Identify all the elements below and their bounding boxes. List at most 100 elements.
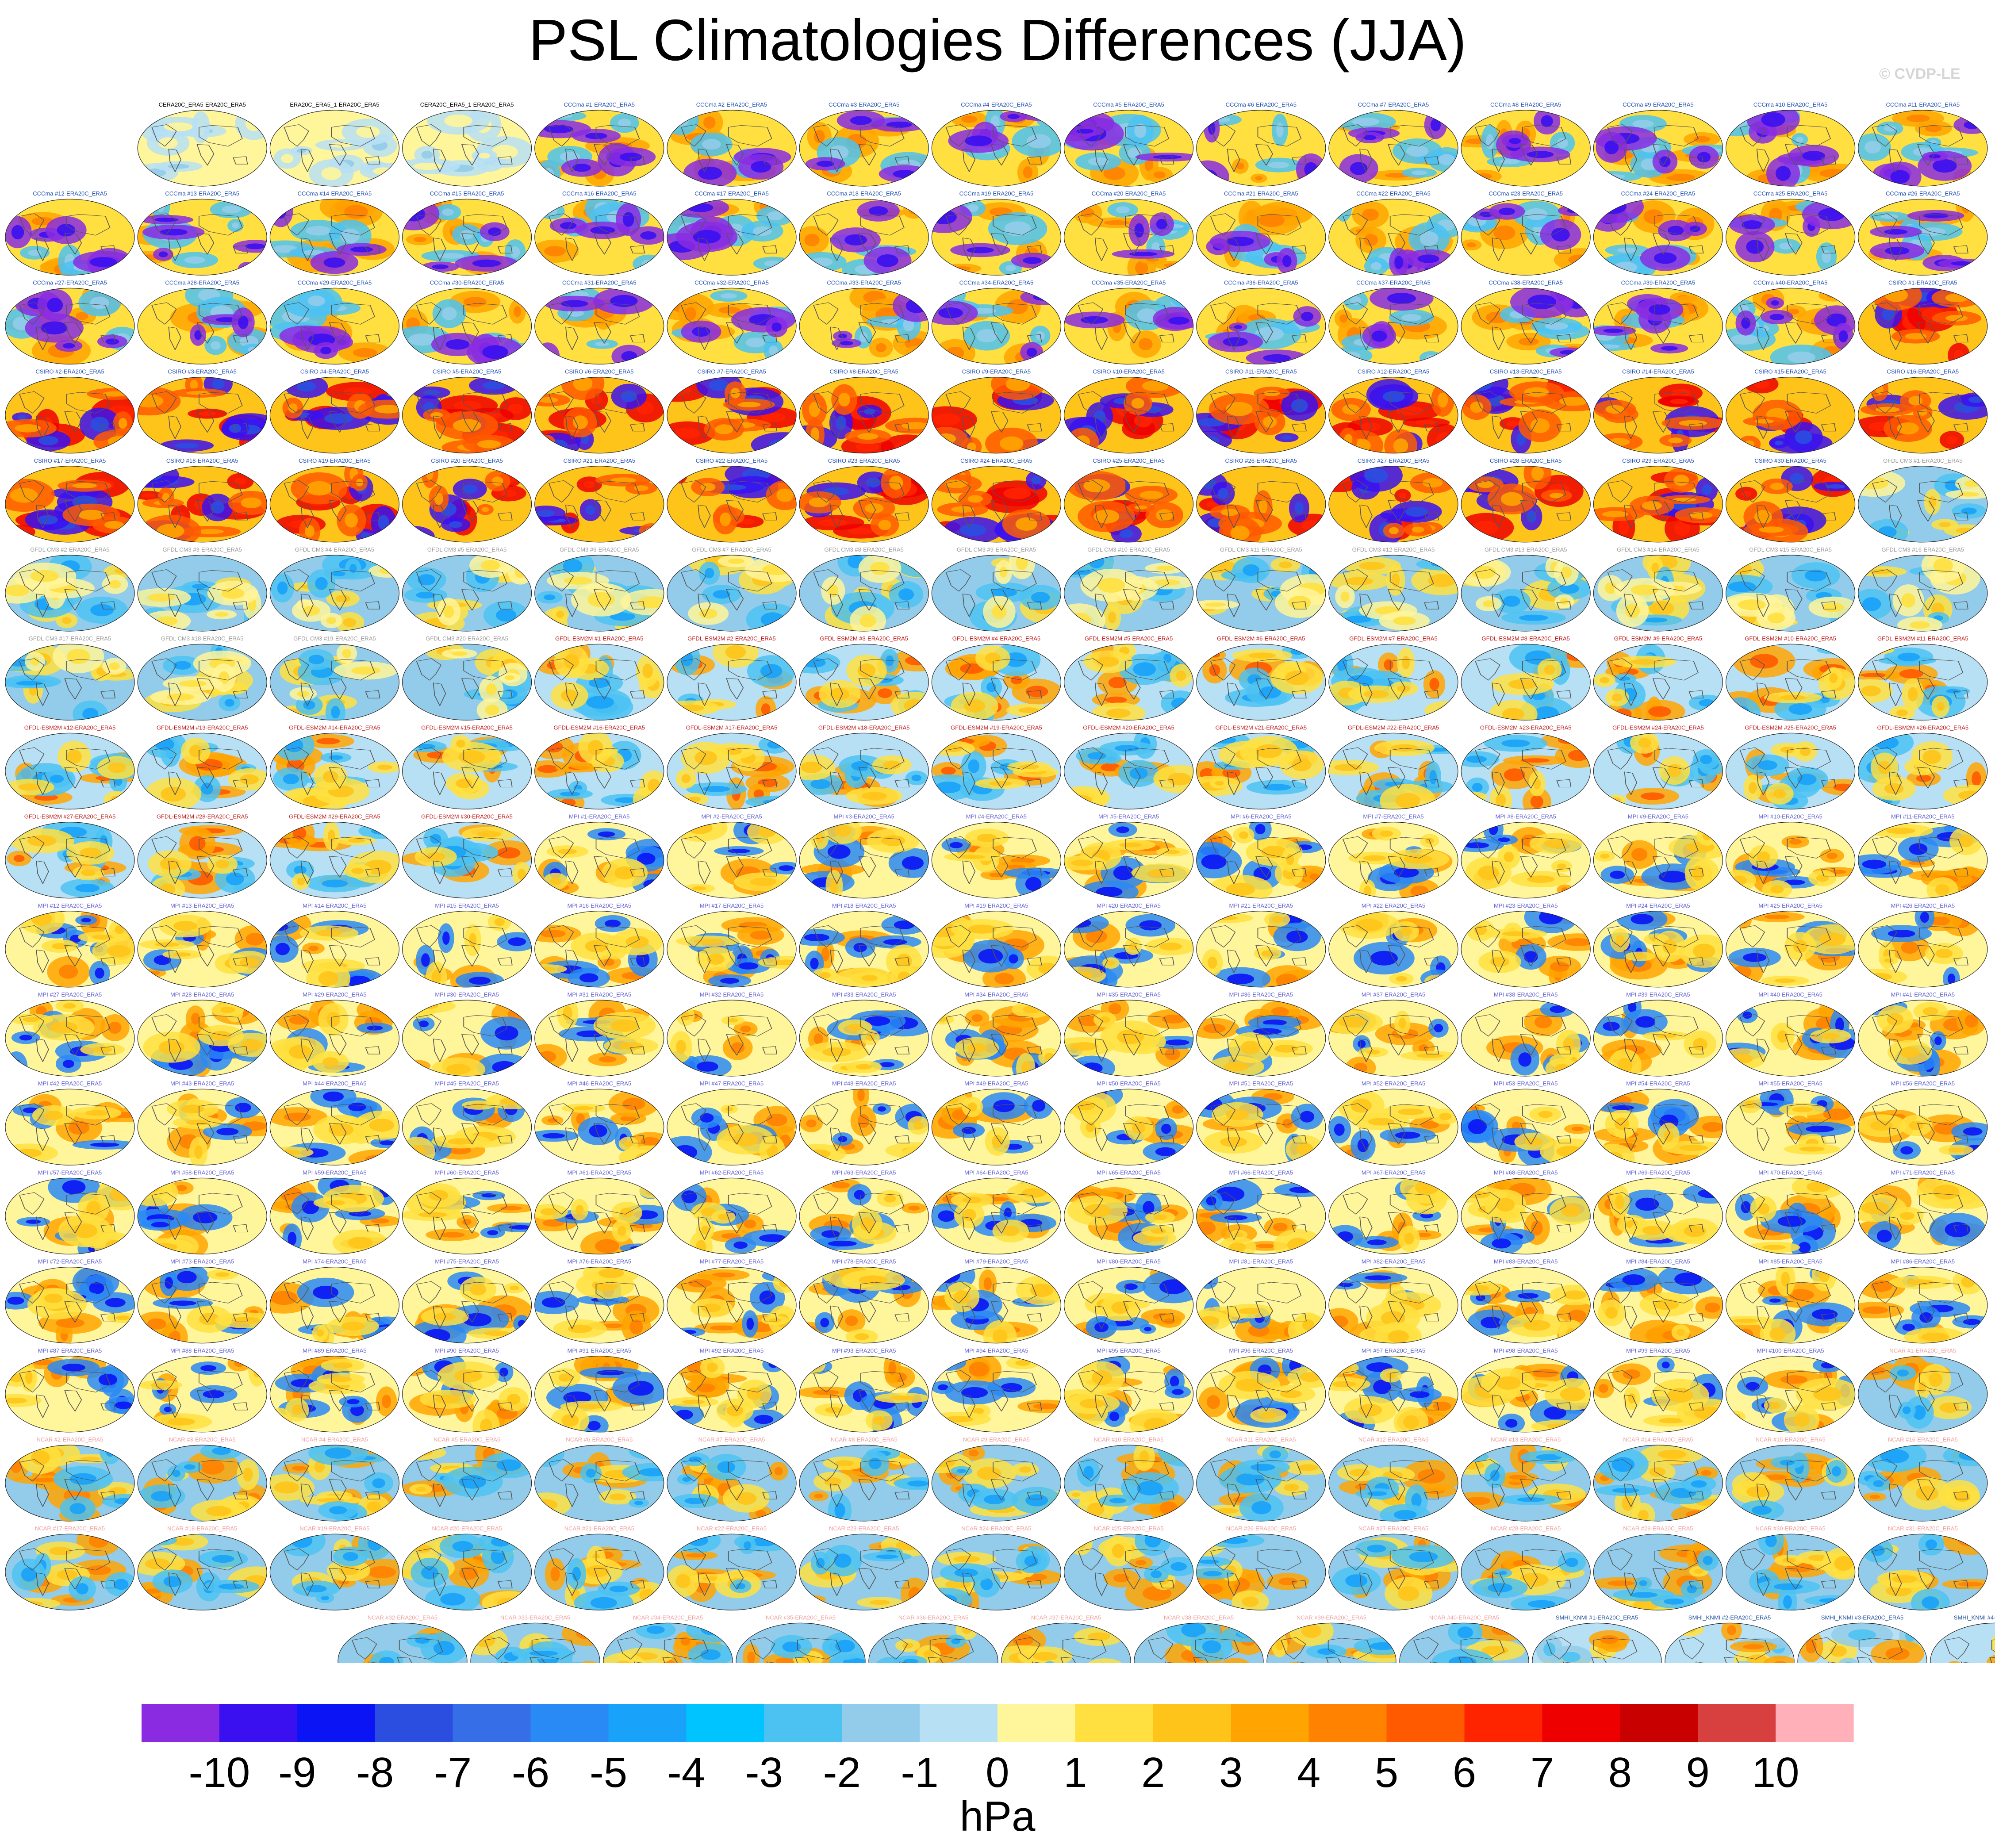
panel-title: CSIRO #22-ERA20C_ERA5	[696, 457, 768, 464]
map-panel: MPI #63-ERA20C_ERA5	[799, 1169, 929, 1254]
map-panel: MPI #51-ERA20C_ERA5	[1196, 1080, 1326, 1166]
panel-title: GFDL-ESM2M #21-ERA20C_ERA5	[1215, 724, 1307, 731]
panel-title: MPI #61-ERA20C_ERA5	[568, 1169, 632, 1176]
panel-title: MPI #69-ERA20C_ERA5	[1626, 1169, 1690, 1176]
map-panel: CSIRO #19-ERA20C_ERA5	[269, 457, 400, 543]
panel-title: GFDL-ESM2M #27-ERA20C_ERA5	[24, 813, 116, 820]
colorbar-tick-label: 8	[1608, 1749, 1632, 1796]
map-panel: CSIRO #22-ERA20C_ERA5	[667, 457, 797, 543]
panel-title: MPI #22-ERA20C_ERA5	[1362, 902, 1426, 909]
map-panel: NCAR #15-ERA20C_ERA5	[1726, 1436, 1856, 1522]
panel-title: CCCma #31-ERA20C_ERA5	[562, 279, 637, 286]
map-panel: CCCma #18-ERA20C_ERA5	[799, 190, 929, 276]
panel-title: GFDL-ESM2M #11-ERA20C_ERA5	[1877, 635, 1968, 642]
map-panel: MPI #17-ERA20C_ERA5	[667, 902, 797, 988]
map-panel: CCCma #21-ERA20C_ERA5	[1196, 190, 1326, 276]
colorbar-swatch	[1620, 1704, 1698, 1742]
colorbar-tick-label: 10	[1752, 1749, 1799, 1796]
panel-title: NCAR #16-ERA20C_ERA5	[1888, 1436, 1958, 1443]
map-panel: CCCma #25-ERA20C_ERA5	[1726, 190, 1856, 276]
map-panel: GFDL-ESM2M #24-ERA20C_ERA5	[1593, 724, 1723, 810]
map-panel: CCCma #4-ERA20C_ERA5	[931, 101, 1061, 187]
map-panel: MPI #79-ERA20C_ERA5	[931, 1258, 1061, 1344]
map-panel: MPI #13-ERA20C_ERA5	[137, 902, 267, 988]
colorbar-swatch	[997, 1704, 1076, 1742]
panel-title: MPI #97-ERA20C_ERA5	[1362, 1347, 1426, 1354]
map-panel: GFDL-ESM2M #29-ERA20C_ERA5	[269, 813, 400, 899]
map-panel: MPI #24-ERA20C_ERA5	[1593, 902, 1723, 988]
colorbar-swatch	[219, 1704, 298, 1742]
panel-title: CCCma #25-ERA20C_ERA5	[1753, 190, 1828, 197]
panel-title: CCCma #33-ERA20C_ERA5	[827, 279, 901, 286]
panel-title: MPI #12-ERA20C_ERA5	[38, 902, 102, 909]
map-panel: MPI #83-ERA20C_ERA5	[1461, 1258, 1591, 1344]
map-panel: MPI #72-ERA20C_ERA5	[5, 1258, 135, 1344]
panel-title: CSIRO #12-ERA20C_ERA5	[1358, 368, 1430, 375]
map-panel: GFDL-ESM2M #9-ERA20C_ERA5	[1593, 635, 1723, 721]
map-panel: NCAR #9-ERA20C_ERA5	[931, 1436, 1061, 1522]
panel-title: NCAR #26-ERA20C_ERA5	[1226, 1525, 1296, 1532]
map-panel: MPI #76-ERA20C_ERA5	[534, 1258, 664, 1344]
panel-title: GFDL-ESM2M #23-ERA20C_ERA5	[1480, 724, 1572, 731]
map-panel: CCCma #30-ERA20C_ERA5	[402, 279, 532, 365]
panel-title: GFDL-ESM2M #28-ERA20C_ERA5	[157, 813, 248, 820]
panel-title: GFDL-ESM2M #29-ERA20C_ERA5	[289, 813, 380, 820]
panel-title: MPI #8-ERA20C_ERA5	[1496, 813, 1556, 820]
colorbar-tick-label: -4	[668, 1749, 705, 1796]
panel-title: MPI #48-ERA20C_ERA5	[832, 1080, 896, 1087]
panel-title: GFDL CM3 #12-ERA20C_ERA5	[1352, 546, 1435, 553]
panel-title: MPI #19-ERA20C_ERA5	[964, 902, 1028, 909]
map-panel: MPI #54-ERA20C_ERA5	[1593, 1080, 1723, 1166]
panel-title: GFDL-ESM2M #7-ERA20C_ERA5	[1349, 635, 1437, 642]
panel-title: GFDL CM3 #11-ERA20C_ERA5	[1220, 546, 1302, 553]
map-panel: NCAR #40-ERA20C_ERA5	[1399, 1614, 1529, 1663]
panel-title: MPI #44-ERA20C_ERA5	[303, 1080, 367, 1087]
panel-title: CSIRO #18-ERA20C_ERA5	[166, 457, 238, 464]
panel-title: MPI #62-ERA20C_ERA5	[700, 1169, 764, 1176]
panel-title: MPI #67-ERA20C_ERA5	[1362, 1169, 1426, 1176]
map-panel: SMHI_KNMI #3-ERA20C_ERA5	[1797, 1614, 1927, 1663]
panel-title: CCCma #28-ERA20C_ERA5	[165, 279, 239, 286]
panel-title: MPI #71-ERA20C_ERA5	[1891, 1169, 1955, 1176]
map-panel: NCAR #30-ERA20C_ERA5	[1726, 1525, 1856, 1610]
panel-title: GFDL CM3 #6-ERA20C_ERA5	[560, 546, 639, 553]
map-panel: NCAR #8-ERA20C_ERA5	[799, 1436, 929, 1522]
panel-title: NCAR #7-ERA20C_ERA5	[698, 1436, 765, 1443]
panel-title: CSIRO #24-ERA20C_ERA5	[960, 457, 1032, 464]
map-panel: GFDL-ESM2M #4-ERA20C_ERA5	[931, 635, 1061, 721]
map-panel: MPI #41-ERA20C_ERA5	[1858, 991, 1988, 1077]
map-panel: CSIRO #28-ERA20C_ERA5	[1461, 457, 1591, 543]
panel-title: MPI #86-ERA20C_ERA5	[1891, 1258, 1955, 1265]
panel-title: CSIRO #2-ERA20C_ERA5	[35, 368, 104, 375]
panel-title: MPI #18-ERA20C_ERA5	[832, 902, 896, 909]
map-panel: GFDL-ESM2M #16-ERA20C_ERA5	[534, 724, 664, 810]
panel-title: MPI #11-ERA20C_ERA5	[1891, 813, 1955, 820]
panel-title: CSIRO #21-ERA20C_ERA5	[564, 457, 636, 464]
map-panel: MPI #18-ERA20C_ERA5	[799, 902, 929, 988]
map-panel: MPI #49-ERA20C_ERA5	[931, 1080, 1061, 1166]
panel-title: MPI #79-ERA20C_ERA5	[964, 1258, 1028, 1265]
panel-title: MPI #3-ERA20C_ERA5	[834, 813, 894, 820]
colorbar-swatch	[530, 1704, 609, 1742]
panel-title: GFDL-ESM2M #4-ERA20C_ERA5	[952, 635, 1040, 642]
panel-title: MPI #35-ERA20C_ERA5	[1097, 991, 1161, 998]
panel-title: GFDL CM3 #5-ERA20C_ERA5	[427, 546, 506, 553]
map-panel: CCCma #12-ERA20C_ERA5	[5, 190, 135, 276]
map-panel: NCAR #4-ERA20C_ERA5	[269, 1436, 400, 1522]
panel-title: MPI #9-ERA20C_ERA5	[1628, 813, 1688, 820]
map-panel: MPI #21-ERA20C_ERA5	[1196, 902, 1326, 988]
colorbar-tick-label: 1	[1063, 1749, 1087, 1796]
map-panel: MPI #43-ERA20C_ERA5	[137, 1080, 267, 1166]
panel-title: MPI #87-ERA20C_ERA5	[38, 1347, 102, 1354]
panel-title: MPI #83-ERA20C_ERA5	[1494, 1258, 1558, 1265]
panel-title: MPI #56-ERA20C_ERA5	[1891, 1080, 1955, 1087]
panel-title: MPI #68-ERA20C_ERA5	[1494, 1169, 1558, 1176]
panel-title: MPI #36-ERA20C_ERA5	[1229, 991, 1293, 998]
panel-title: NCAR #34-ERA20C_ERA5	[633, 1614, 703, 1621]
panel-title: MPI #33-ERA20C_ERA5	[832, 991, 896, 998]
panel-title: MPI #77-ERA20C_ERA5	[700, 1258, 764, 1265]
colorbar-tick-label: -1	[901, 1749, 938, 1796]
colorbar-swatch	[1542, 1704, 1620, 1742]
panel-title: CCCma #4-ERA20C_ERA5	[961, 101, 1032, 108]
map-panel: GFDL-ESM2M #1-ERA20C_ERA5	[534, 635, 664, 721]
